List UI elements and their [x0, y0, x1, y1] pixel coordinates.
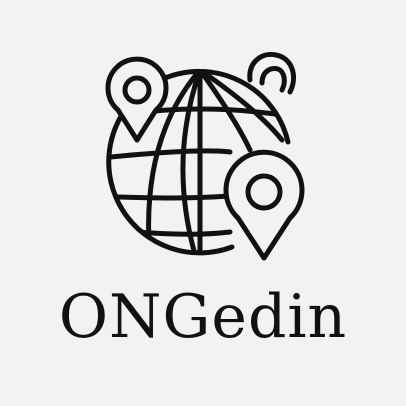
brand-wordmark: ONGedin [58, 282, 348, 352]
map-pin-icon [105, 56, 169, 143]
logo-mark [105, 51, 305, 261]
map-pin-icon [223, 149, 305, 261]
bear-ear-icon [247, 51, 296, 95]
